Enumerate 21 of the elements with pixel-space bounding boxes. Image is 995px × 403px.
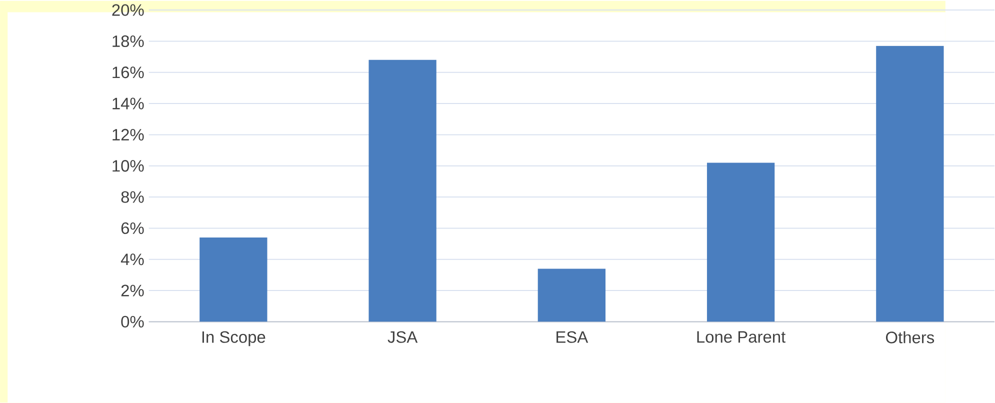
bar bbox=[368, 60, 436, 322]
y-tick-label: 14% bbox=[112, 98, 144, 110]
bar bbox=[876, 46, 944, 322]
x-tick-label: Lone Parent bbox=[697, 331, 786, 343]
x-tick-label: JSA bbox=[388, 331, 418, 344]
x-tick-label: ESA bbox=[556, 331, 588, 344]
y-tick-label: 8% bbox=[121, 191, 144, 203]
y-tick-label: 0% bbox=[121, 316, 144, 328]
y-tick-label: 6% bbox=[121, 222, 144, 234]
y-tick-label: 4% bbox=[120, 254, 144, 266]
bar bbox=[706, 162, 775, 322]
y-tick-label: 18% bbox=[112, 36, 144, 48]
y-tick-label: 16% bbox=[112, 66, 144, 78]
y-tick-label: 20% bbox=[112, 4, 144, 16]
bar bbox=[200, 238, 268, 322]
y-tick-label: 10% bbox=[112, 160, 144, 172]
y-tick-label: 12% bbox=[112, 129, 144, 141]
x-tick-label: Others bbox=[886, 331, 934, 344]
x-tick-label: In Scope bbox=[202, 331, 266, 346]
y-tick-label: 2% bbox=[121, 284, 144, 296]
bar bbox=[538, 268, 606, 322]
